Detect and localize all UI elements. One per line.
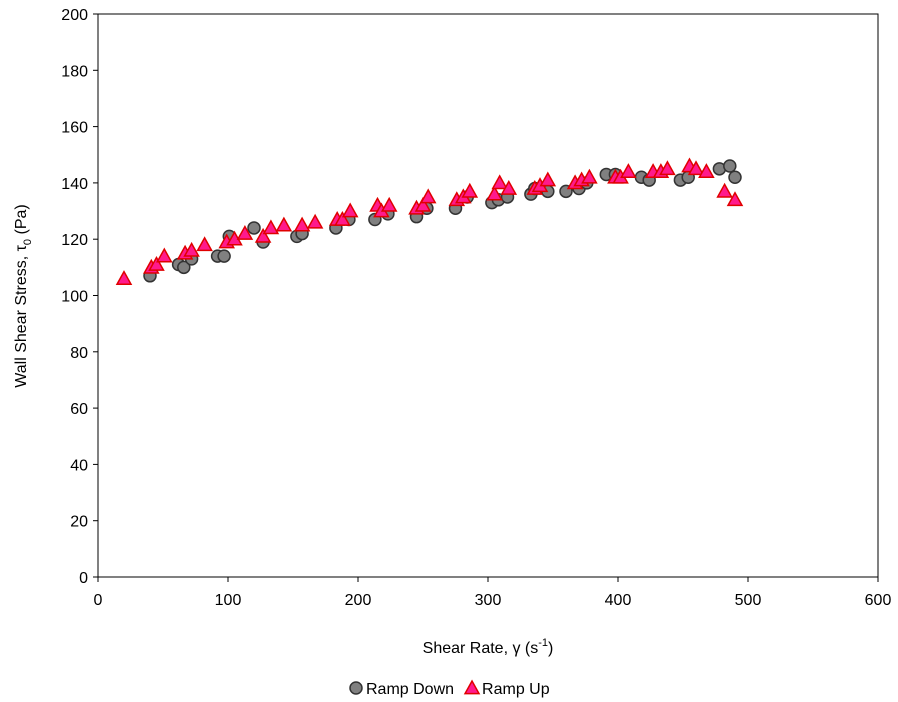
y-tick-label: 20 bbox=[70, 514, 88, 531]
x-label-sup: -1 bbox=[538, 637, 548, 649]
y-tick-label: 80 bbox=[70, 345, 88, 362]
y-label-suffix: (Pa) bbox=[13, 204, 30, 239]
x-tick-label: 500 bbox=[735, 592, 762, 609]
data-point bbox=[419, 188, 437, 204]
x-tick-label: 200 bbox=[345, 592, 372, 609]
data-point bbox=[196, 236, 213, 252]
x-tick-label: 600 bbox=[865, 592, 892, 609]
data-point bbox=[275, 216, 293, 232]
data-point bbox=[247, 221, 261, 235]
data-point bbox=[461, 182, 479, 198]
y-tick-label: 60 bbox=[70, 401, 88, 418]
legend-label: Ramp Up bbox=[482, 681, 550, 698]
data-point bbox=[177, 260, 191, 275]
y-tick-label: 40 bbox=[70, 457, 88, 474]
data-point bbox=[581, 168, 598, 184]
data-point bbox=[539, 171, 557, 187]
y-tick-label: 200 bbox=[61, 7, 88, 24]
y-tick-label: 120 bbox=[61, 232, 88, 249]
data-point bbox=[254, 227, 272, 243]
legend-marker bbox=[463, 679, 481, 695]
x-label-suffix: ) bbox=[548, 640, 553, 657]
data-point bbox=[183, 241, 200, 257]
x-axis-label: Shear Rate, γ (s-1) bbox=[423, 637, 554, 657]
data-point bbox=[341, 202, 359, 218]
data-point bbox=[156, 247, 173, 263]
legend-label: Ramp Down bbox=[366, 681, 454, 698]
data-point bbox=[217, 249, 231, 263]
x-tick-label: 400 bbox=[605, 592, 632, 609]
y-label-text: Wall Shear Stress, τ bbox=[13, 244, 30, 387]
data-point bbox=[115, 270, 133, 285]
data-point bbox=[659, 160, 676, 176]
x-tick-label: 100 bbox=[215, 592, 242, 609]
data-point bbox=[726, 191, 744, 207]
data-point bbox=[500, 179, 518, 195]
data-point bbox=[148, 255, 165, 271]
data-point bbox=[236, 225, 254, 240]
plot-frame bbox=[97, 13, 879, 578]
data-point bbox=[698, 163, 715, 178]
y-axis-label: Wall Shear Stress, τ0 (Pa) bbox=[13, 204, 34, 387]
data-point bbox=[716, 182, 733, 198]
x-tick-label: 300 bbox=[475, 592, 502, 609]
data-point bbox=[414, 196, 432, 212]
data-point bbox=[687, 160, 705, 176]
y-label-sub: 0 bbox=[22, 239, 34, 245]
data-point bbox=[723, 159, 737, 173]
data-point bbox=[491, 174, 508, 190]
data-point bbox=[334, 210, 351, 226]
x-label-text: Shear Rate, γ (s bbox=[423, 640, 539, 657]
data-point bbox=[262, 219, 280, 235]
data-point bbox=[620, 163, 637, 178]
legend-marker bbox=[349, 681, 363, 695]
y-tick-label: 180 bbox=[61, 63, 88, 80]
data-point bbox=[728, 170, 742, 185]
y-tick-label: 100 bbox=[61, 289, 88, 306]
data-point bbox=[306, 213, 324, 229]
y-tick-label: 140 bbox=[61, 176, 88, 193]
x-tick-label: 0 bbox=[94, 592, 103, 609]
data-point bbox=[293, 216, 311, 232]
y-tick-label: 0 bbox=[79, 570, 88, 587]
y-tick-label: 160 bbox=[61, 120, 88, 137]
data-point bbox=[380, 196, 398, 212]
data-point bbox=[486, 185, 503, 201]
